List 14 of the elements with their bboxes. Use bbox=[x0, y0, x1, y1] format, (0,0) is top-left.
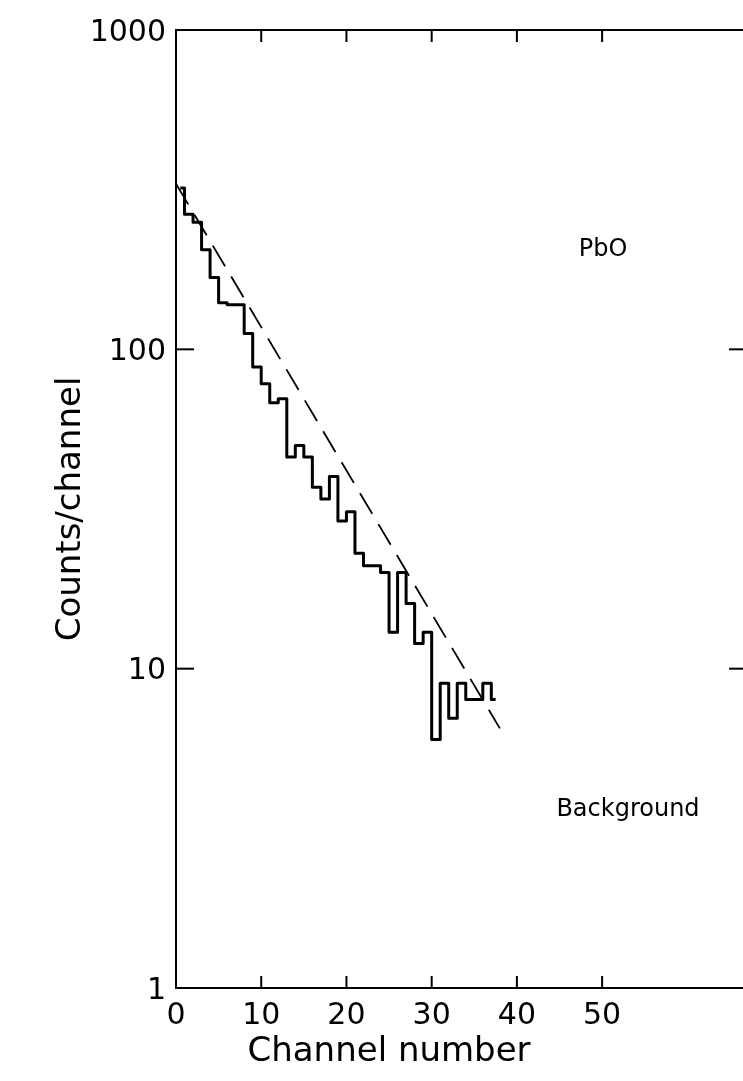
x-tick-label: 50 bbox=[583, 996, 622, 1031]
y-axis-title: Counts/channel bbox=[48, 376, 88, 642]
y-tick-label: 10 bbox=[127, 651, 166, 687]
y-tick-label: 1000 bbox=[89, 12, 166, 48]
x-tick-label: 40 bbox=[497, 996, 536, 1031]
x-axis-title: Channel number bbox=[247, 1029, 531, 1069]
annotation: PbO bbox=[578, 234, 628, 262]
y-tick-label: 1 bbox=[146, 970, 166, 1006]
x-tick-label: 30 bbox=[412, 996, 451, 1031]
y-tick-label: 100 bbox=[108, 331, 166, 367]
x-tick-label: 20 bbox=[327, 996, 366, 1031]
annotation: Background bbox=[556, 794, 700, 822]
x-tick-label: 10 bbox=[242, 996, 281, 1031]
x-tick-label: 0 bbox=[166, 996, 186, 1031]
